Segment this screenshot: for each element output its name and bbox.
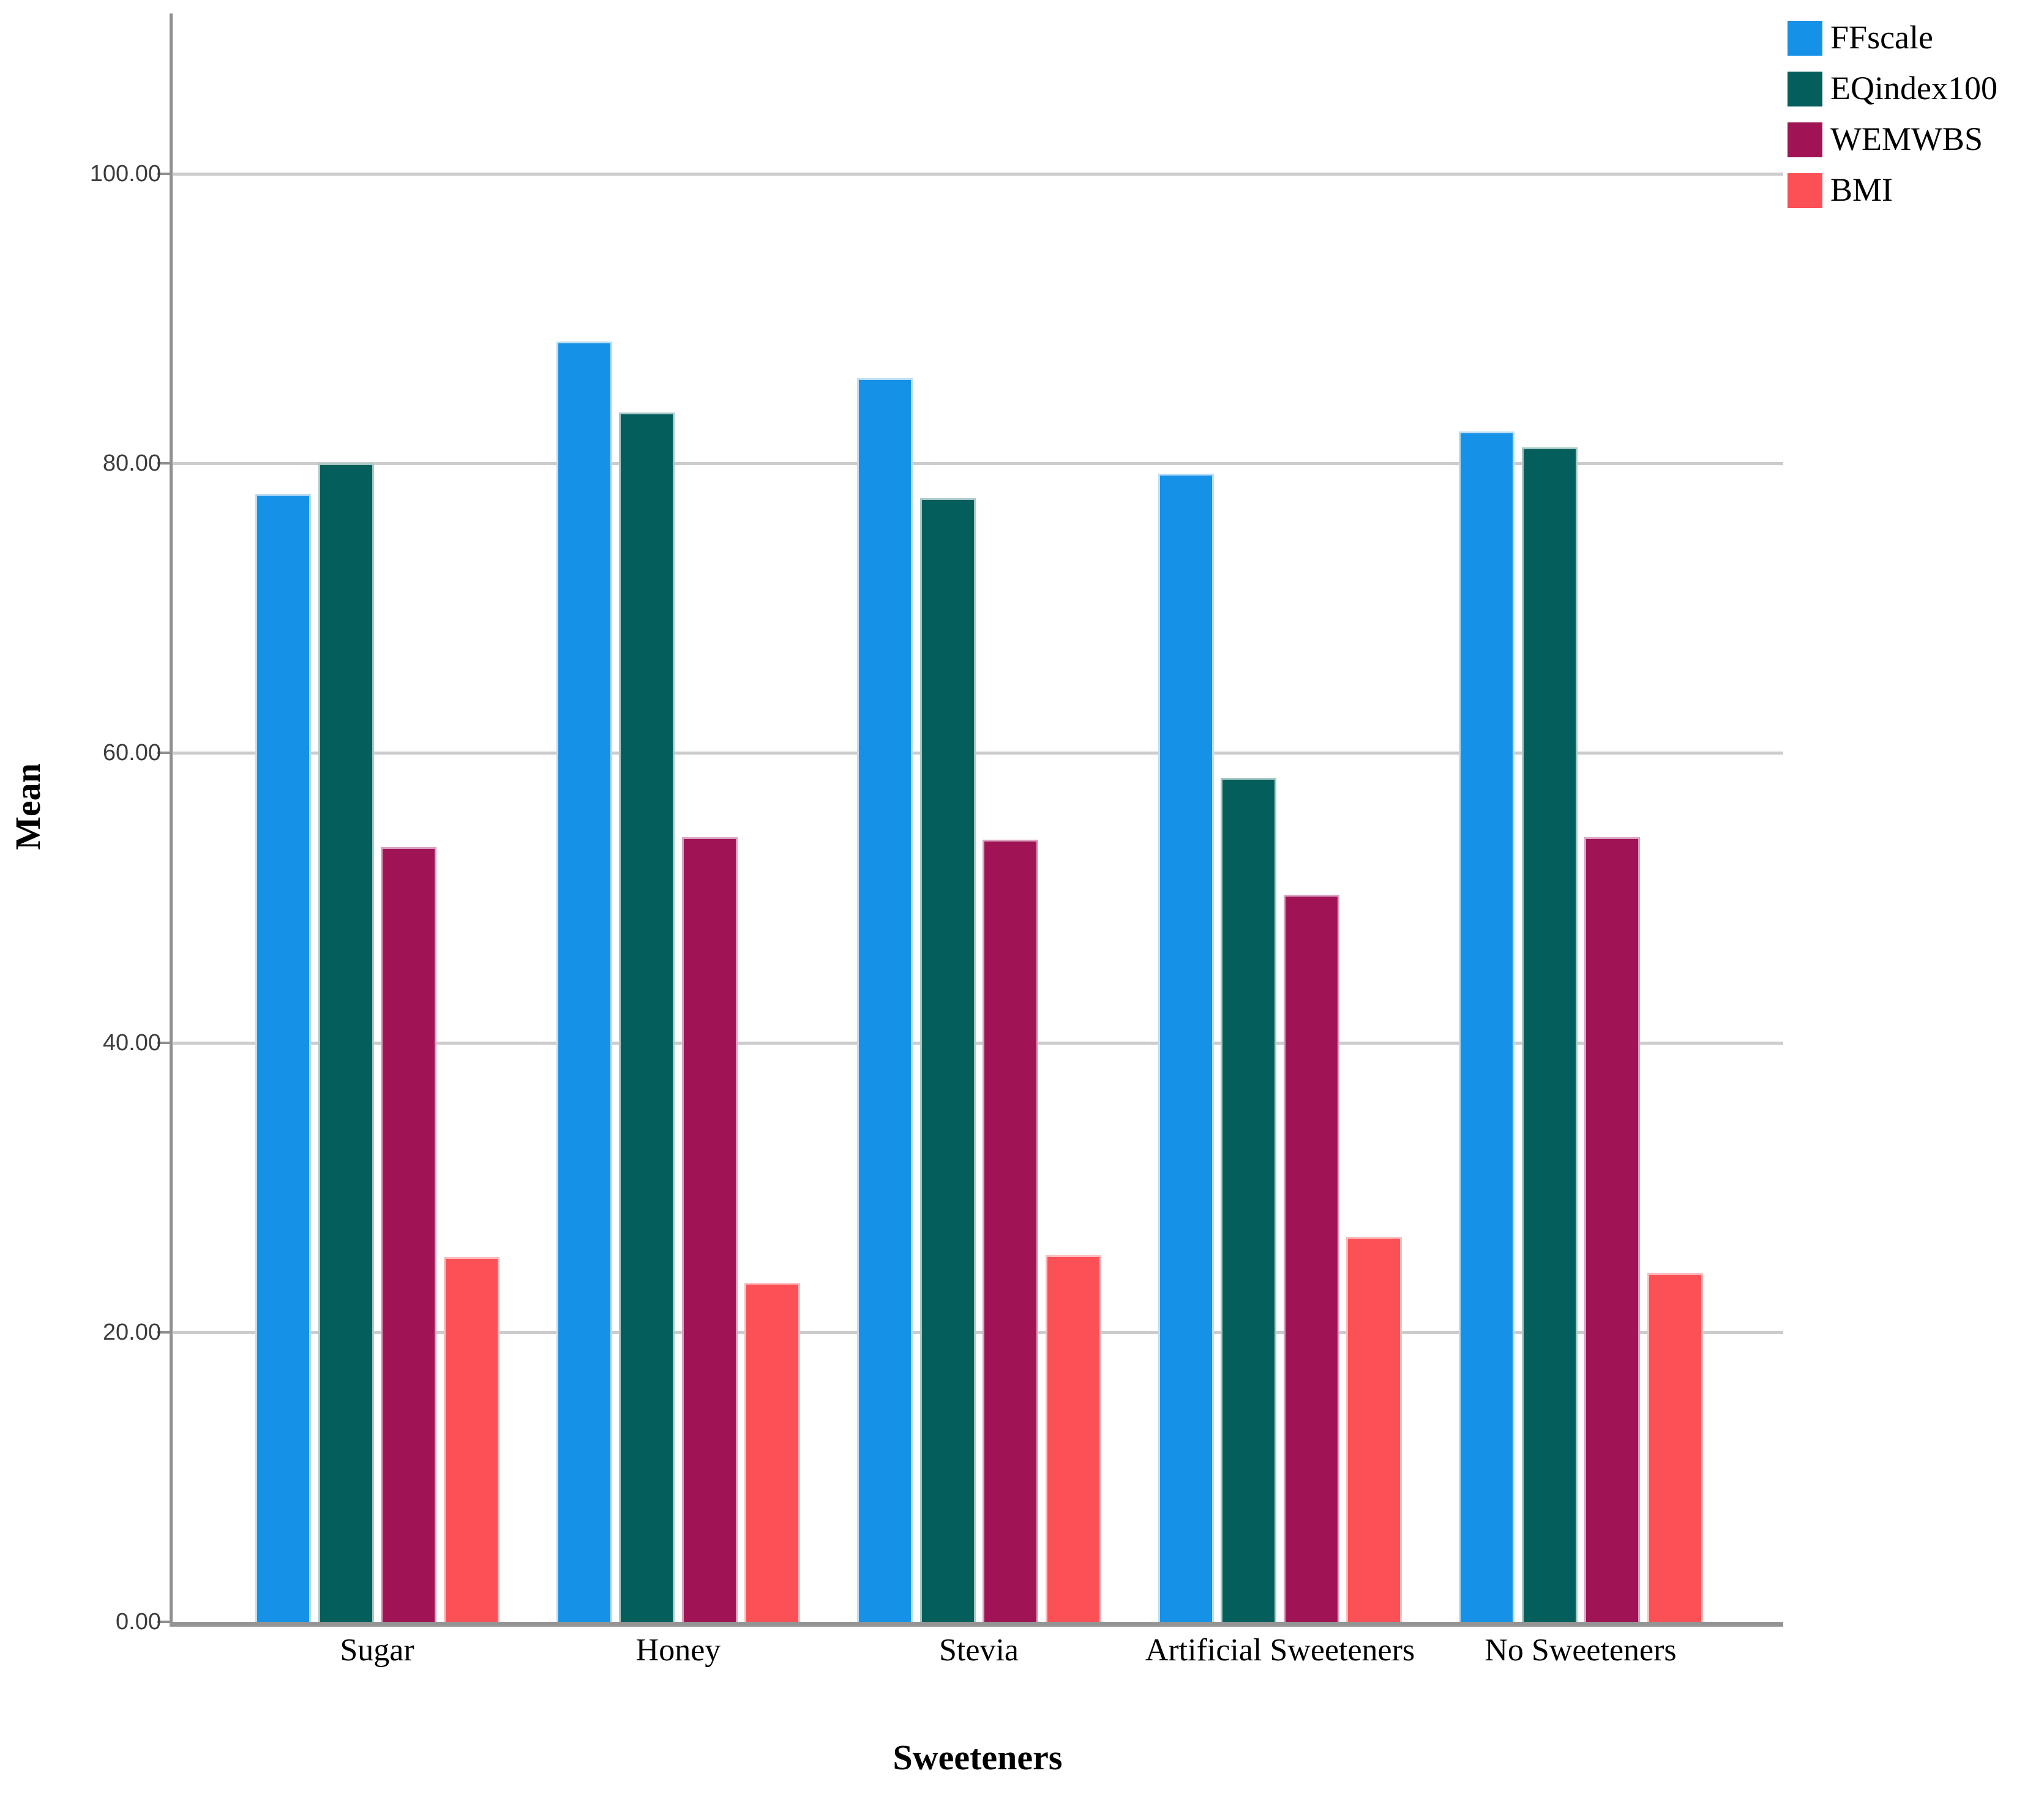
bar-wemwbs-stevia	[983, 840, 1038, 1622]
y-tick-label: 60.00	[102, 740, 161, 766]
y-axis-tick	[157, 173, 171, 175]
y-tick-label: 20.00	[102, 1319, 161, 1345]
gridline	[173, 1330, 1783, 1334]
bar-wemwbs-artificial-sweeteners	[1284, 895, 1339, 1622]
bar-wemwbs-sugar	[381, 847, 436, 1622]
y-axis-line	[170, 13, 173, 1627]
legend-swatch-eqindex100	[1788, 72, 1822, 106]
y-tick-label: 40.00	[102, 1029, 161, 1056]
bar-bmi-sugar	[444, 1257, 500, 1622]
bar-ffscale-honey	[556, 341, 612, 1622]
bar-ffscale-artificial-sweeteners	[1158, 474, 1214, 1622]
y-axis-tick	[157, 752, 171, 755]
gridline	[173, 173, 1783, 176]
bar-bmi-stevia	[1046, 1255, 1101, 1622]
y-axis-title: Mean	[8, 763, 48, 850]
y-tick-label: 80.00	[102, 450, 161, 477]
bar-bmi-honey	[744, 1283, 800, 1622]
y-axis-tick	[157, 1621, 171, 1623]
bar-eqindex100-stevia	[920, 498, 976, 1622]
bar-eqindex100-no-sweeteners	[1522, 447, 1578, 1622]
bar-eqindex100-sugar	[318, 463, 374, 1622]
x-category-label-no-sweeteners: No Sweeteners	[1484, 1633, 1677, 1668]
bar-eqindex100-artificial-sweeteners	[1221, 778, 1276, 1622]
bar-ffscale-sugar	[255, 494, 311, 1622]
legend-swatch-ffscale	[1788, 21, 1822, 56]
x-category-label-honey: Honey	[635, 1633, 721, 1668]
bar-bmi-no-sweeteners	[1647, 1273, 1703, 1622]
y-tick-label: 0.00	[116, 1609, 161, 1635]
legend-label-bmi: BMI	[1830, 171, 1893, 208]
x-axis-title: Sweeteners	[893, 1737, 1063, 1777]
y-axis-tick	[157, 462, 171, 465]
bar-wemwbs-honey	[682, 837, 738, 1622]
gridline	[173, 752, 1783, 755]
gridline	[173, 1041, 1783, 1045]
bar-ffscale-stevia	[857, 378, 913, 1622]
legend-label-ffscale: FFscale	[1830, 19, 1933, 56]
bar-bmi-artificial-sweeteners	[1346, 1237, 1402, 1622]
legend-swatch-wemwbs	[1788, 122, 1822, 157]
y-axis-tick	[157, 1041, 171, 1044]
x-category-label-sugar: Sugar	[340, 1633, 414, 1668]
bar-wemwbs-no-sweeteners	[1584, 837, 1640, 1622]
legend-label-wemwbs: WEMWBS	[1830, 121, 1983, 157]
y-tick-label: 100.00	[89, 161, 161, 187]
x-axis-line	[170, 1622, 1783, 1627]
gridline	[173, 462, 1783, 466]
x-category-label-stevia: Stevia	[939, 1633, 1019, 1668]
legend-swatch-bmi	[1788, 173, 1822, 208]
bar-eqindex100-honey	[619, 412, 675, 1622]
bar-ffscale-no-sweeteners	[1459, 431, 1514, 1622]
y-axis-tick	[157, 1330, 171, 1334]
x-category-label-artificial-sweeteners: Artificial Sweeteners	[1145, 1633, 1415, 1668]
legend-label-eqindex100: EQindex100	[1830, 70, 1997, 106]
